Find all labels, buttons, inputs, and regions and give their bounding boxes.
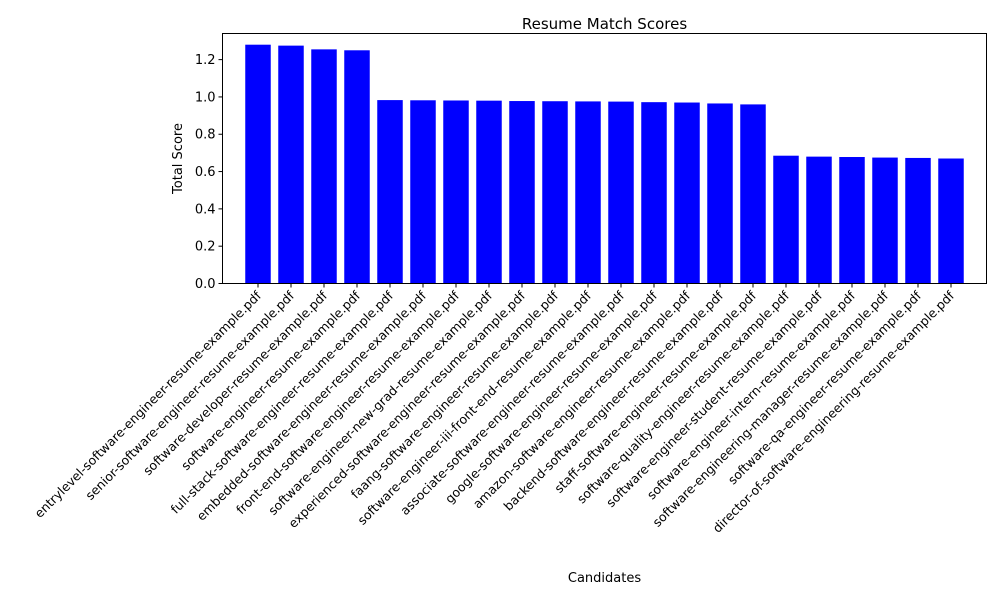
bar (245, 44, 271, 284)
bar (839, 157, 865, 284)
bar (278, 45, 304, 284)
bar (905, 157, 931, 284)
bar (938, 158, 964, 284)
bar (740, 104, 766, 284)
bar (641, 102, 667, 284)
y-tick-label: 0.8 (195, 128, 216, 143)
bar (311, 49, 337, 284)
bar (608, 101, 634, 284)
plot-frame (222, 33, 987, 284)
y-tick-label: 0.0 (195, 277, 216, 292)
bar (509, 101, 535, 284)
bar (443, 100, 469, 284)
bar (575, 101, 601, 284)
bar (344, 50, 370, 284)
y-tick-label: 1.2 (195, 53, 216, 68)
bar (410, 100, 436, 284)
y-tick-label: 0.4 (195, 202, 216, 217)
bar (872, 157, 898, 284)
y-tick-label: 0.2 (195, 240, 216, 255)
y-tick-label: 0.6 (195, 165, 216, 180)
bar (377, 100, 403, 284)
bar (476, 100, 502, 284)
chart-title: Resume Match Scores (522, 15, 687, 33)
bar (707, 103, 733, 284)
bar (674, 102, 700, 284)
y-axis: 0.0 0.2 0.4 0.6 0.8 1.0 1.2 (195, 53, 223, 292)
bar (806, 156, 832, 284)
bar (542, 101, 568, 284)
y-axis-label: Total Score (171, 123, 186, 195)
y-tick-label: 1.0 (195, 90, 216, 105)
bar (773, 155, 799, 284)
bars-group (245, 44, 964, 284)
x-axis-label: Candidates (568, 571, 641, 586)
